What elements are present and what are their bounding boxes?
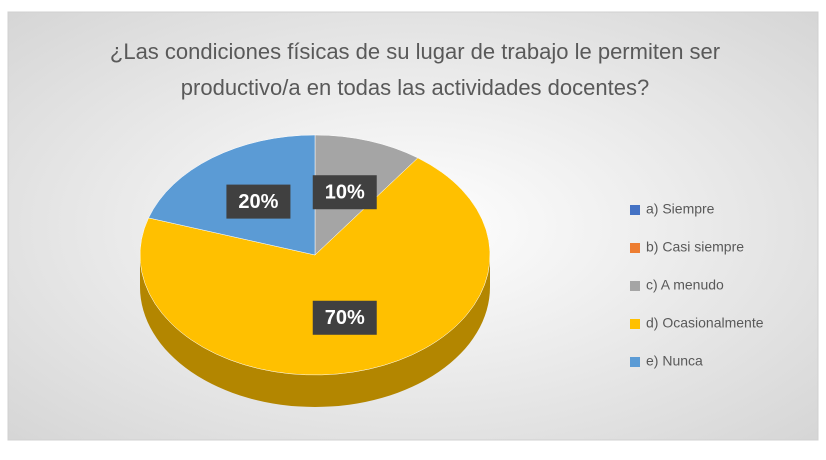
- legend-label: a) Siempre: [646, 201, 715, 217]
- legend-label: d) Ocasionalmente: [646, 315, 764, 331]
- legend-swatch: [630, 357, 640, 367]
- legend-swatch: [630, 319, 640, 329]
- legend-label: e) Nunca: [646, 353, 703, 369]
- data-label-box: [312, 175, 377, 210]
- data-label-box: [312, 300, 377, 335]
- data-label: 70%: [325, 307, 365, 329]
- pie: 10% 70% 20%: [139, 134, 491, 407]
- legend-swatch: [630, 205, 640, 215]
- legend-swatch: [630, 281, 640, 291]
- legend-swatch: [630, 243, 640, 253]
- pie-slice: [139, 157, 491, 376]
- data-label: 20%: [238, 191, 278, 213]
- legend-label: b) Casi siempre: [646, 239, 744, 255]
- legend-label: c) A menudo: [646, 277, 724, 293]
- legend: a) Siempre b) Casi siempre c) A menudo d) O…: [630, 201, 764, 369]
- chart-title: ¿Las condiciones físicas de su lugar de …: [109, 39, 721, 100]
- data-label: 10%: [325, 182, 365, 204]
- data-label-box: [226, 184, 291, 219]
- pie-side: [140, 255, 490, 407]
